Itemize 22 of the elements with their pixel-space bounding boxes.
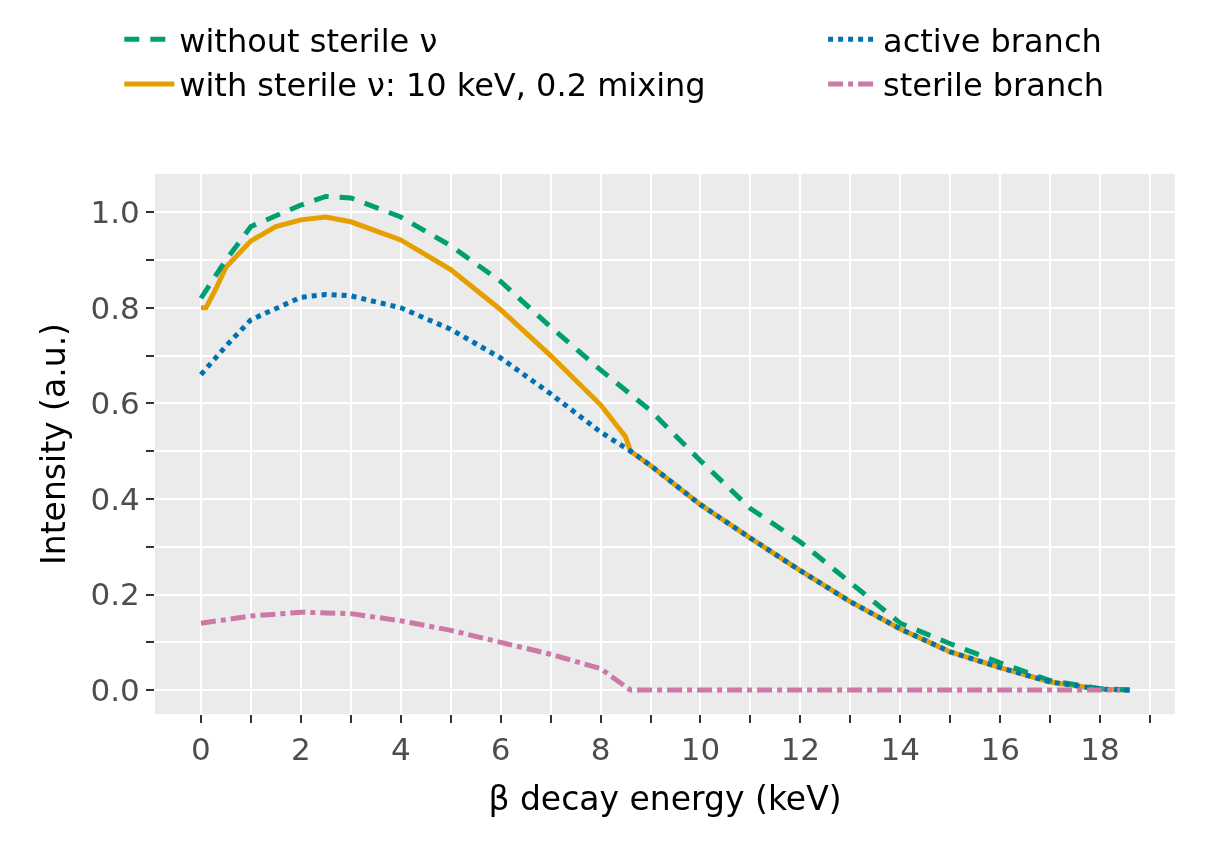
x-tick-label: 16 [980,731,1020,768]
legend-label: active branch [883,21,1102,60]
legend-label: sterile branch [883,66,1105,105]
y-tick-label: 1.0 [90,194,140,231]
y-axis-title: Intensity (a.u.) [34,323,74,565]
x-tick-label: 14 [880,731,920,768]
y-tick-label: 0.2 [90,576,140,613]
x-tick-label: 6 [490,731,511,768]
y-tick-label: 0.4 [90,480,140,517]
y-tick-label: 0.8 [90,289,140,326]
x-tick-label: 8 [590,731,611,768]
x-tick-label: 12 [780,731,821,768]
x-tick-label: 2 [290,731,311,768]
x-tick-label: 18 [1080,731,1120,768]
legend-label: with sterile ν: 10 keV, 0.2 mixing [179,66,706,105]
legend-label: without sterile ν [179,21,438,60]
x-tick-label: 10 [680,731,721,768]
y-tick-label: 0.0 [90,671,140,708]
x-axis-title: β decay energy (keV) [488,778,842,818]
y-tick-label: 0.6 [90,385,140,422]
x-tick-label: 0 [191,731,211,768]
x-tick-label: 4 [390,731,411,768]
